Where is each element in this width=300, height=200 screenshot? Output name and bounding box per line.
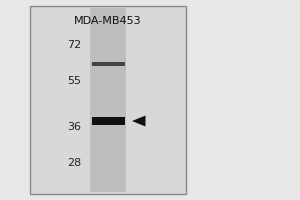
Bar xyxy=(92,62,124,66)
Bar xyxy=(90,8,126,192)
Bar xyxy=(30,6,186,194)
Text: 55: 55 xyxy=(67,76,81,86)
Text: 28: 28 xyxy=(67,158,81,168)
Polygon shape xyxy=(132,115,146,127)
Text: MDA-MB453: MDA-MB453 xyxy=(74,16,142,26)
Text: 72: 72 xyxy=(67,40,81,50)
Bar xyxy=(92,117,124,125)
Text: 36: 36 xyxy=(67,122,81,132)
